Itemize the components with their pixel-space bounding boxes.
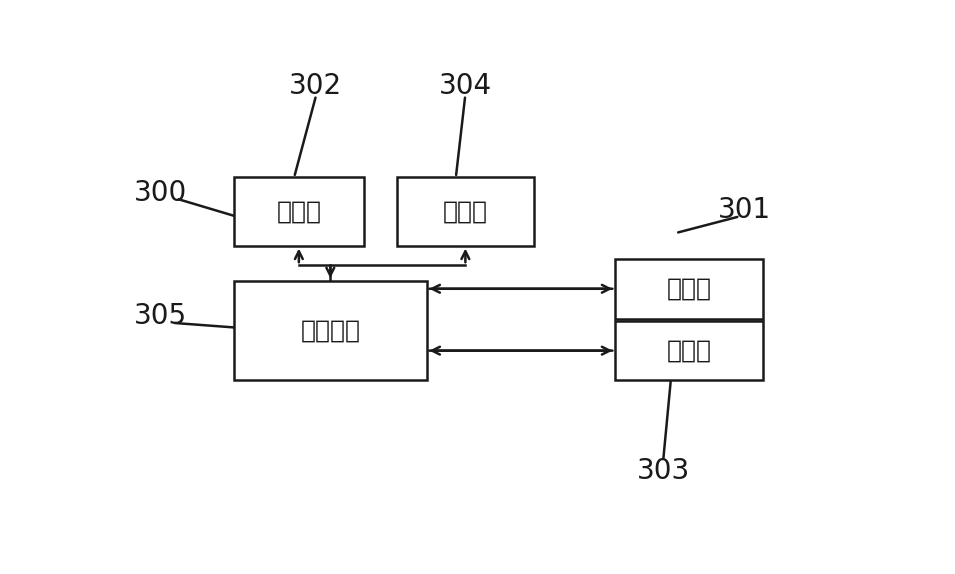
Text: 总线接口: 总线接口 — [300, 319, 360, 343]
Text: 303: 303 — [637, 457, 690, 485]
Text: 发送器: 发送器 — [667, 339, 711, 363]
Text: 301: 301 — [718, 196, 772, 224]
Bar — [615, 259, 763, 319]
Text: 接收器: 接收器 — [667, 277, 711, 301]
Bar — [615, 321, 763, 381]
Text: 处理器: 处理器 — [276, 199, 321, 223]
Bar — [397, 177, 534, 246]
Text: 302: 302 — [289, 72, 342, 100]
Text: 305: 305 — [134, 302, 186, 331]
Text: 存储器: 存储器 — [443, 199, 488, 223]
Bar — [234, 281, 427, 381]
Bar — [234, 177, 364, 246]
Text: 300: 300 — [134, 179, 187, 207]
Text: 304: 304 — [438, 72, 492, 100]
